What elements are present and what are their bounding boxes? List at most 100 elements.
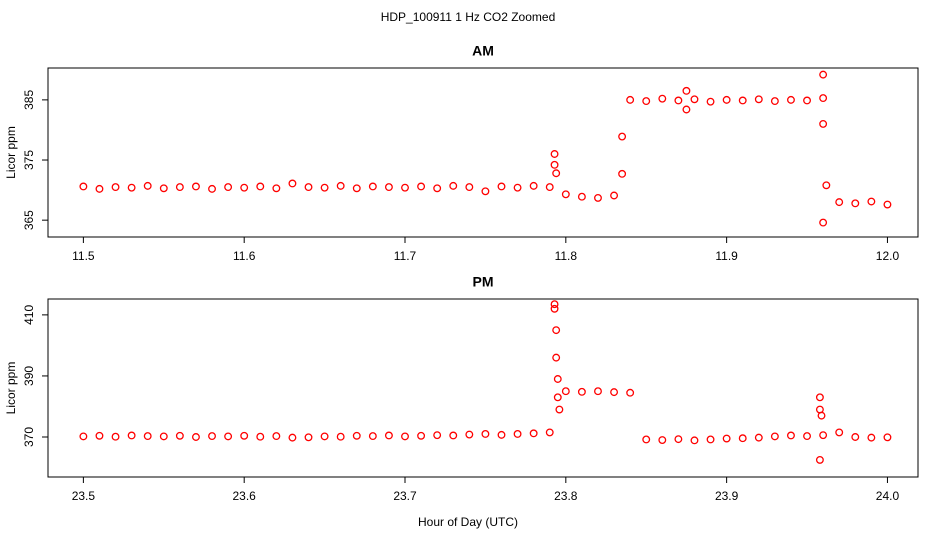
data-point	[224, 432, 233, 441]
data-point	[851, 199, 860, 208]
y-tick-label: 385	[22, 90, 36, 110]
data-point	[79, 182, 88, 191]
data-point	[208, 432, 216, 441]
data-point	[817, 411, 826, 420]
data-point	[240, 431, 249, 440]
x-tick-label: 11.9	[715, 249, 738, 263]
data-point	[552, 353, 561, 362]
data-point	[867, 433, 876, 442]
data-point	[481, 187, 490, 196]
data-point	[706, 435, 715, 444]
data-point	[610, 191, 619, 200]
data-point	[513, 183, 522, 192]
data-point	[465, 183, 474, 192]
x-tick-label: 24.0	[876, 489, 900, 503]
data-point	[722, 95, 731, 104]
data-point	[272, 184, 281, 193]
data-point	[803, 432, 811, 441]
data-point	[674, 96, 683, 105]
data-point	[851, 433, 860, 441]
data-point	[191, 433, 200, 441]
panel-title: PM	[473, 274, 494, 290]
y-tick-label: 375	[22, 150, 36, 170]
data-point	[835, 198, 844, 207]
data-point	[288, 179, 297, 188]
x-tick-label: 11.7	[394, 249, 417, 263]
data-point	[433, 184, 442, 193]
data-point	[127, 431, 136, 440]
y-tick-label: 410	[22, 305, 36, 325]
data-point	[682, 105, 691, 114]
data-point	[529, 429, 538, 438]
data-point	[550, 300, 559, 309]
data-point	[626, 95, 635, 104]
data-point	[111, 432, 120, 441]
data-point	[95, 431, 104, 440]
data-point	[513, 430, 522, 438]
data-point	[553, 375, 562, 383]
data-point	[256, 432, 265, 441]
data-point	[401, 432, 409, 441]
data-point	[594, 387, 602, 396]
plot-frame	[47, 67, 919, 238]
data-point	[706, 97, 715, 106]
data-point	[787, 95, 795, 104]
x-tick-label: 12.0	[876, 249, 900, 263]
x-tick-label: 11.8	[555, 249, 578, 263]
data-point	[815, 455, 824, 464]
x-tick-label: 23.6	[233, 489, 257, 503]
data-point	[835, 428, 844, 437]
data-point	[208, 184, 216, 193]
data-point	[552, 326, 561, 335]
data-point	[497, 182, 506, 191]
data-point	[352, 431, 361, 440]
data-point	[594, 193, 602, 202]
data-point	[577, 387, 586, 396]
x-tick-label: 23.5	[72, 489, 96, 503]
data-point	[722, 434, 731, 443]
data-point	[143, 432, 152, 441]
data-point	[577, 192, 586, 201]
data-point	[561, 387, 570, 396]
plot-frame	[47, 298, 919, 478]
y-axis-label: Licor ppm	[4, 126, 18, 179]
data-point	[497, 430, 506, 439]
data-point	[682, 86, 691, 95]
panel-title: AM	[472, 43, 494, 59]
data-point	[95, 184, 104, 193]
data-point	[433, 431, 442, 440]
figure-title: HDP_100911 1 Hz CO2 Zoomed	[381, 10, 556, 24]
data-point	[819, 70, 828, 79]
data-point	[175, 183, 184, 192]
x-tick-label: 11.6	[233, 249, 256, 263]
data-point	[658, 94, 667, 103]
data-point	[555, 405, 564, 414]
data-point	[550, 160, 559, 169]
data-point	[642, 435, 651, 444]
y-axis-label: Licor ppm	[4, 362, 18, 415]
data-point	[819, 218, 828, 227]
data-point	[368, 182, 377, 191]
data-point	[883, 200, 892, 209]
data-point	[618, 169, 627, 178]
data-point	[79, 432, 88, 441]
data-point	[401, 183, 409, 192]
data-point	[690, 436, 699, 445]
data-point	[610, 388, 619, 397]
data-point	[550, 150, 559, 158]
data-point	[320, 183, 329, 192]
data-point	[417, 182, 426, 191]
data-point	[553, 393, 562, 402]
data-point	[384, 431, 393, 440]
data-point	[754, 433, 763, 442]
data-point	[368, 432, 377, 441]
data-point	[143, 181, 152, 190]
data-point	[819, 431, 828, 440]
data-point	[352, 184, 361, 193]
data-point	[803, 96, 811, 105]
data-point	[770, 432, 779, 441]
data-point	[159, 432, 168, 441]
y-tick-label: 365	[22, 210, 36, 230]
